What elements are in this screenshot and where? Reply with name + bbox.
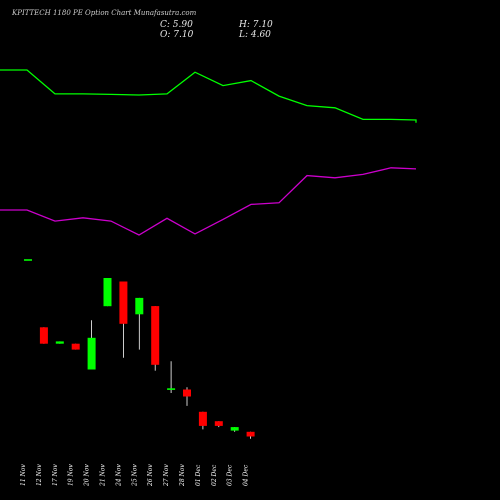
candle-body-down <box>151 306 160 365</box>
chart-title: KPITTECH 1180 PE Option Chart Munafasutr… <box>12 9 197 17</box>
candle <box>87 320 96 370</box>
x-axis-labels: 11 Nov 12 Nov 17 Nov 19 Nov 20 Nov 21 Nov 24 N… <box>20 464 250 487</box>
candles <box>24 259 255 439</box>
candle-body-down <box>246 431 255 437</box>
candle-body-up <box>24 259 32 261</box>
candle-body-up <box>103 278 112 307</box>
x-axis-date-label: 20 Nov <box>84 464 91 487</box>
candle-body-down <box>71 343 80 350</box>
candle-body-up <box>55 341 64 344</box>
x-axis-date-label: 12 Nov <box>36 464 43 486</box>
x-axis-date-label: 24 Nov <box>115 464 122 487</box>
candle <box>167 361 176 393</box>
x-axis-date-label: 21 Nov <box>100 464 107 487</box>
candle-body-up <box>87 337 96 370</box>
candle <box>55 341 64 344</box>
high-value: H: 7.10 <box>239 20 273 30</box>
candle <box>71 343 80 350</box>
candle <box>24 259 32 261</box>
candle <box>246 431 255 439</box>
candle <box>103 278 112 307</box>
close-value: C: 5.90 <box>160 20 193 30</box>
candle-body-up <box>167 388 176 390</box>
low-value: L: 4.60 <box>239 30 271 40</box>
open-value: O: 7.10 <box>160 30 194 40</box>
x-axis-date-label: 28 Nov <box>179 464 186 487</box>
candle-body-down <box>183 389 191 397</box>
candle-body-down <box>198 411 207 426</box>
candle <box>135 297 144 350</box>
candle-body-down <box>39 327 48 344</box>
candle <box>151 306 160 371</box>
x-axis-date-label: 27 Nov <box>163 464 170 487</box>
candle <box>230 427 239 432</box>
candle <box>119 281 128 358</box>
x-axis-date-label: 04 Dec <box>243 464 250 486</box>
x-axis-date-label: 03 Dec <box>227 464 234 486</box>
x-axis-date-label: 26 Nov <box>147 464 154 487</box>
candle-body-down <box>214 421 223 426</box>
x-axis-date-label: 25 Nov <box>131 464 138 487</box>
candle-body-up <box>230 427 239 431</box>
x-axis-date-label: 17 Nov <box>52 464 59 486</box>
candle <box>214 421 223 428</box>
candle-body-down <box>119 281 128 324</box>
candle-body-up <box>135 297 144 315</box>
green-overlay-line <box>0 69 417 123</box>
x-axis-date-label: 01 Dec <box>195 464 202 486</box>
x-axis-date-label: 02 Dec <box>211 464 218 486</box>
candle <box>39 327 48 344</box>
overlay-lines <box>0 69 417 236</box>
magenta-overlay-line <box>0 167 417 236</box>
candle <box>183 387 191 406</box>
candle <box>198 411 207 430</box>
x-axis-date-label: 11 Nov <box>20 464 27 486</box>
x-axis-date-label: 19 Nov <box>68 464 75 486</box>
